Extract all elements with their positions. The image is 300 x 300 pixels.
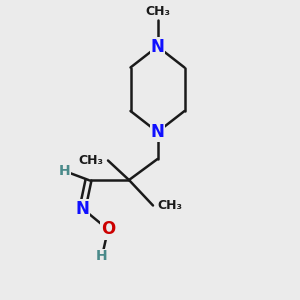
Text: CH₃: CH₃ <box>79 154 104 167</box>
Text: N: N <box>76 200 89 217</box>
Text: N: N <box>151 38 164 56</box>
Text: H: H <box>96 250 108 263</box>
Text: N: N <box>151 123 164 141</box>
Text: CH₃: CH₃ <box>145 5 170 18</box>
Text: CH₃: CH₃ <box>158 199 182 212</box>
Text: O: O <box>101 220 115 238</box>
Text: H: H <box>59 164 70 178</box>
